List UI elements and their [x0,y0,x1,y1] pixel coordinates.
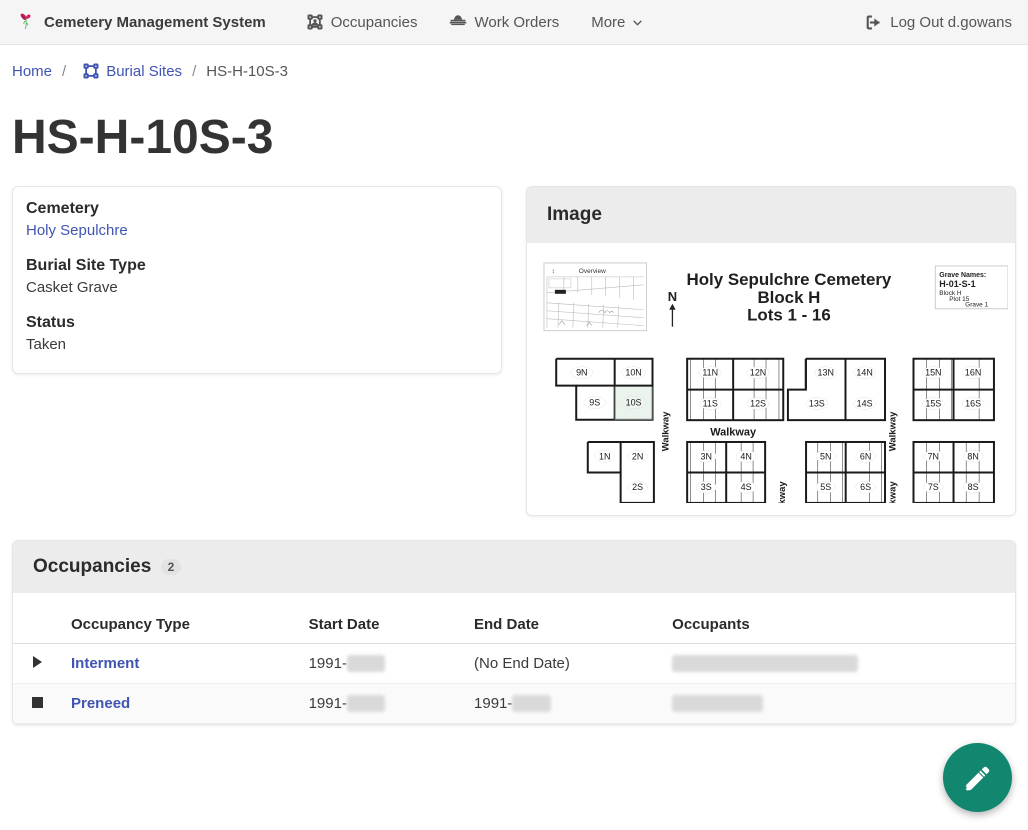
svg-text:15S: 15S [925,399,941,409]
svg-text:4N: 4N [740,451,751,461]
svg-text:14N: 14N [856,368,872,378]
svg-text:16N: 16N [965,368,981,378]
svg-text:Walkway: Walkway [777,481,788,503]
svg-text:5S: 5S [820,482,831,492]
svg-text:Overview: Overview [579,268,606,275]
svg-text:2N: 2N [632,451,643,461]
svg-text:Lots 1 - 16: Lots 1 - 16 [747,306,831,325]
svg-text:Block H: Block H [757,288,820,307]
svg-text:14S: 14S [857,399,873,409]
svg-text:5N: 5N [820,451,831,461]
svg-text:12S: 12S [750,399,766,409]
svg-text:3S: 3S [701,482,712,492]
svg-text:15N: 15N [925,368,941,378]
svg-text:11S: 11S [703,399,718,409]
svg-text:4S: 4S [741,482,752,492]
svg-text:2S: 2S [632,482,643,492]
svg-text:13S: 13S [809,399,825,409]
svg-text:Walkway: Walkway [660,411,671,451]
svg-text:13N: 13N [818,368,834,378]
svg-text:9N: 9N [576,368,587,378]
svg-text:10S: 10S [626,398,642,408]
svg-text:11N: 11N [702,368,718,378]
svg-text:N: N [668,289,677,304]
svg-text:↕: ↕ [552,269,555,275]
svg-text:12N: 12N [750,368,766,378]
svg-text:8N: 8N [967,451,978,461]
svg-text:3N: 3N [701,451,712,461]
svg-text:7S: 7S [928,482,939,492]
svg-text:Walkway: Walkway [887,411,898,451]
svg-text:6N: 6N [860,451,871,461]
svg-text:Grave 1: Grave 1 [965,302,988,309]
svg-text:7N: 7N [928,451,939,461]
svg-text:8S: 8S [968,482,979,492]
svg-text:Walkway: Walkway [710,426,757,438]
svg-text:Walkway: Walkway [887,481,898,503]
svg-text:16S: 16S [965,399,981,409]
svg-text:Grave Names:: Grave Names: [939,272,986,279]
svg-text:H-01-S-1: H-01-S-1 [939,279,975,289]
svg-text:10N: 10N [625,368,641,378]
svg-text:Holy Sepulchre Cemetery: Holy Sepulchre Cemetery [687,270,892,289]
svg-text:9S: 9S [589,398,600,408]
svg-text:6S: 6S [860,482,871,492]
svg-text:1N: 1N [599,451,610,461]
